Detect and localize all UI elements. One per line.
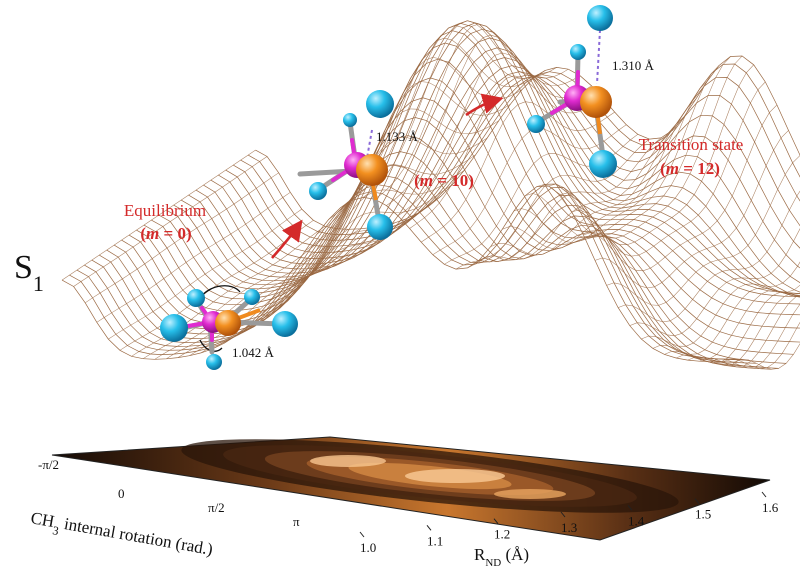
mesh-line	[61, 149, 256, 281]
mesh-line	[629, 228, 800, 337]
mesh-line	[699, 294, 800, 368]
rotation-tick-label: -π/2	[38, 457, 59, 472]
mesh-line	[490, 116, 685, 256]
mesh-line	[710, 303, 800, 369]
mesh-line	[560, 64, 754, 245]
mesh-line	[316, 81, 511, 235]
mesh-line	[421, 101, 615, 243]
mesh-line	[128, 77, 800, 343]
mesh-line	[525, 65, 720, 239]
rotation-tick-label: 0	[118, 486, 125, 501]
mesh-line	[374, 23, 569, 200]
transition-m-label: (m = 12)	[660, 159, 720, 178]
distance-tick-label: 1.0	[360, 540, 376, 555]
mesh-line	[166, 20, 800, 294]
distance-tick-label: 1.4	[628, 513, 645, 528]
mesh-line	[583, 104, 778, 272]
distance-axis: 1.0 1.1 1.2 1.3 1.4 1.5 1.6	[359, 491, 779, 555]
mesh-line	[455, 138, 650, 270]
mesh-line	[397, 52, 592, 217]
mesh-line	[478, 129, 673, 261]
surface-label: S1	[14, 249, 44, 296]
mesh-line	[664, 290, 800, 360]
equilibrium-m-label: (m = 0)	[140, 224, 191, 243]
distance-tick-mark	[359, 531, 365, 538]
molecule-transition: 1.310 Å	[527, 5, 655, 178]
mesh-line	[305, 108, 499, 251]
mesh-line	[166, 228, 360, 360]
mesh-line	[363, 20, 557, 198]
mesh-line	[85, 172, 279, 304]
mesh-line	[652, 284, 800, 355]
mesh-line	[235, 205, 430, 336]
mesh-line	[258, 184, 453, 315]
molecule-equilibrium: 1.042 Å	[160, 285, 298, 370]
rotation-tick-label: π	[293, 514, 300, 529]
distance-tick-mark	[694, 498, 700, 505]
mesh-line	[189, 225, 384, 356]
mesh-line	[73, 156, 268, 287]
mesh-line	[675, 292, 800, 364]
rotation-tick-label: π/2	[208, 500, 225, 515]
mesh-line	[91, 164, 764, 368]
distance-tick-mark	[627, 504, 633, 511]
molecule-intermediate: 1.133 Å	[297, 90, 419, 240]
distance-tick-label: 1.6	[762, 500, 779, 515]
mesh-line	[641, 261, 800, 347]
mesh-line	[687, 292, 800, 366]
distance-tick-mark	[560, 511, 566, 518]
distance-tick-label: 1.5	[695, 507, 711, 522]
distance-tick-label: 1.1	[427, 533, 443, 548]
transition-label: Transition state	[639, 135, 744, 154]
transition-bond-length: 1.310 Å	[612, 58, 655, 73]
mesh-line	[293, 136, 488, 269]
mesh-line	[594, 130, 789, 289]
mesh-line	[467, 137, 662, 269]
mesh-line	[606, 155, 800, 306]
mesh-line	[119, 220, 314, 351]
mesh-line	[203, 57, 800, 293]
mesh-line	[722, 321, 800, 369]
contour-floor	[51, 436, 771, 541]
arrow-intermediate-to-transition	[465, 93, 504, 117]
mesh-line	[618, 190, 800, 323]
mesh-line	[247, 195, 442, 327]
distance-axis-label: RND (Å)	[474, 545, 529, 567]
rotation-axis-label: CH3 internal rotation (rad.)	[28, 508, 214, 565]
mesh-line	[200, 222, 395, 354]
mesh-line	[270, 170, 465, 301]
mesh-line	[409, 75, 604, 229]
mesh-line	[536, 56, 731, 237]
arrow-equilibrium-to-intermediate	[271, 219, 303, 259]
distance-tick-mark	[761, 491, 767, 498]
mesh-line	[733, 343, 800, 370]
equilibrium-bond-length: 1.042 Å	[232, 345, 275, 360]
mesh-line	[571, 81, 766, 257]
mesh-line	[96, 192, 291, 323]
distance-tick-label: 1.2	[494, 527, 510, 542]
distance-tick-label: 1.3	[561, 520, 577, 535]
distance-tick-mark	[493, 518, 499, 525]
mesh-line	[432, 124, 627, 255]
mesh-line	[386, 34, 581, 206]
intermediate-bond-length: 1.133 Å	[376, 129, 419, 144]
rotation-axis: -π/2 0 π/2 π	[38, 457, 300, 529]
mesh-line	[502, 99, 696, 250]
mesh-line	[108, 208, 302, 340]
equilibrium-label: Equilibrium	[124, 201, 206, 220]
intermediate-m-label: (m = 10)	[414, 171, 474, 190]
distance-tick-mark	[426, 524, 432, 531]
mesh-line	[513, 80, 708, 243]
mesh-line	[548, 55, 743, 239]
